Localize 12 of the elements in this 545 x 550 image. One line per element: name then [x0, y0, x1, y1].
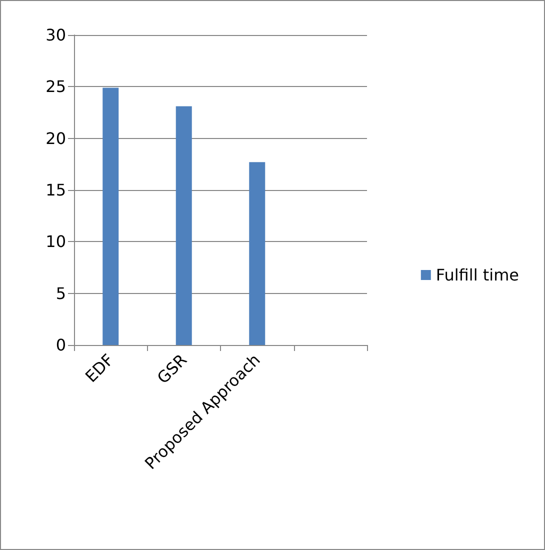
y-tick-label: 5 [56, 284, 66, 303]
y-tick-label: 20 [46, 128, 66, 148]
y-tick-label: 30 [46, 26, 66, 44]
legend-label: Fulfill time [436, 266, 520, 284]
bar [249, 162, 266, 345]
y-tick-label: 0 [56, 336, 66, 354]
y-tick-label: 25 [46, 77, 66, 96]
y-tick-label: 10 [46, 232, 66, 252]
y-tick-label: 15 [46, 180, 66, 200]
bar [176, 106, 192, 345]
bar [102, 88, 119, 345]
x-tick-label: GSR [153, 350, 191, 388]
